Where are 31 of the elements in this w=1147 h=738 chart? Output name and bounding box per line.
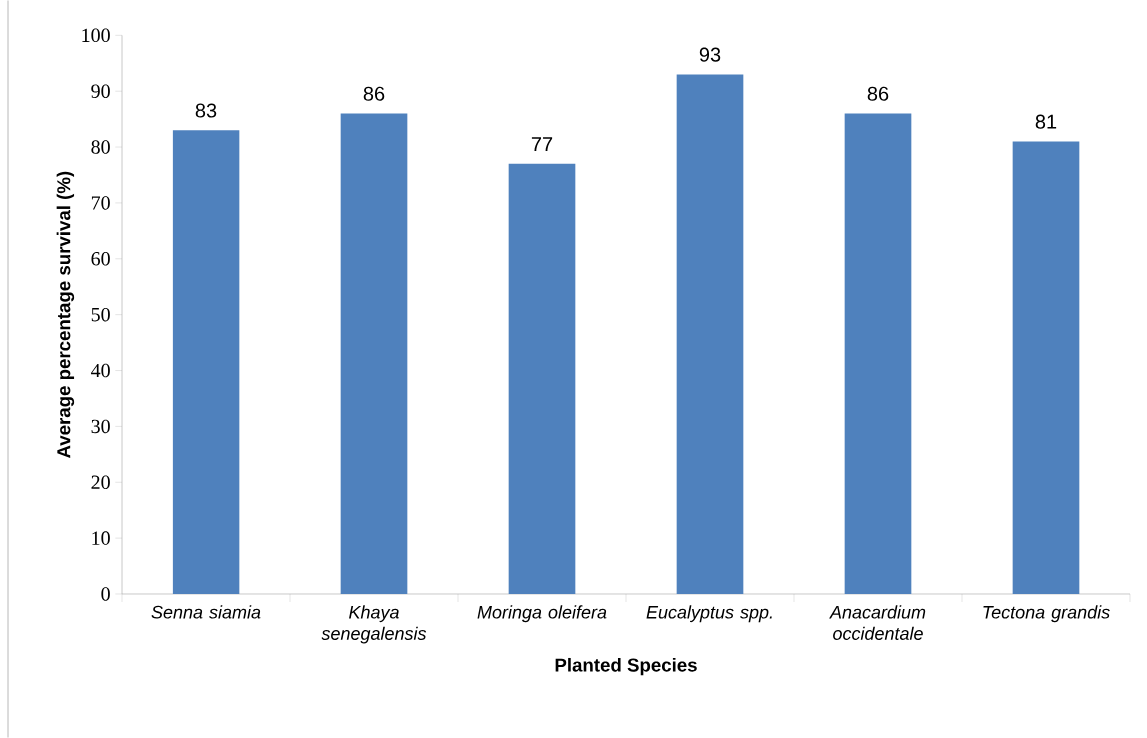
- bar: [676, 74, 744, 594]
- data-label: 86: [867, 86, 889, 101]
- x-tick-label: Moringa oleifera: [477, 605, 607, 623]
- y-tick-label: 60: [91, 252, 110, 266]
- y-tick-label: 20: [91, 475, 110, 489]
- data-label: 83: [195, 103, 217, 118]
- x-tick-label: Eucalyptus spp.: [646, 605, 772, 623]
- bar: [1012, 141, 1080, 594]
- y-tick-label: 40: [91, 363, 110, 378]
- data-label: 86: [363, 86, 385, 101]
- y-tick-label: 30: [91, 419, 110, 434]
- y-axis-title: Average percentage survival (%): [56, 171, 75, 459]
- x-axis-title: Planted Species: [555, 657, 697, 676]
- data-label: 77: [531, 137, 553, 152]
- y-tick-label: 90: [91, 84, 110, 98]
- bar: [508, 163, 576, 594]
- y-tick-label: 80: [91, 140, 110, 154]
- x-tick-label: Anacardium occidentale: [829, 605, 926, 640]
- data-label: 93: [699, 47, 721, 62]
- bar: [844, 113, 912, 594]
- x-tick-label: Tectona grandis: [983, 605, 1110, 623]
- x-tick-label: Senna siamia: [151, 605, 261, 619]
- x-tick-label: Khaya senegalensis: [321, 605, 427, 644]
- y-tick-label: 70: [91, 196, 110, 210]
- y-tick-label: 100: [82, 28, 110, 43]
- data-label: 81: [1035, 114, 1057, 129]
- y-tick-label: 10: [92, 531, 110, 545]
- bar: [340, 113, 408, 594]
- y-tick-label: 50: [91, 307, 110, 322]
- y-tick-label: 0: [101, 587, 110, 601]
- bar: [172, 130, 240, 594]
